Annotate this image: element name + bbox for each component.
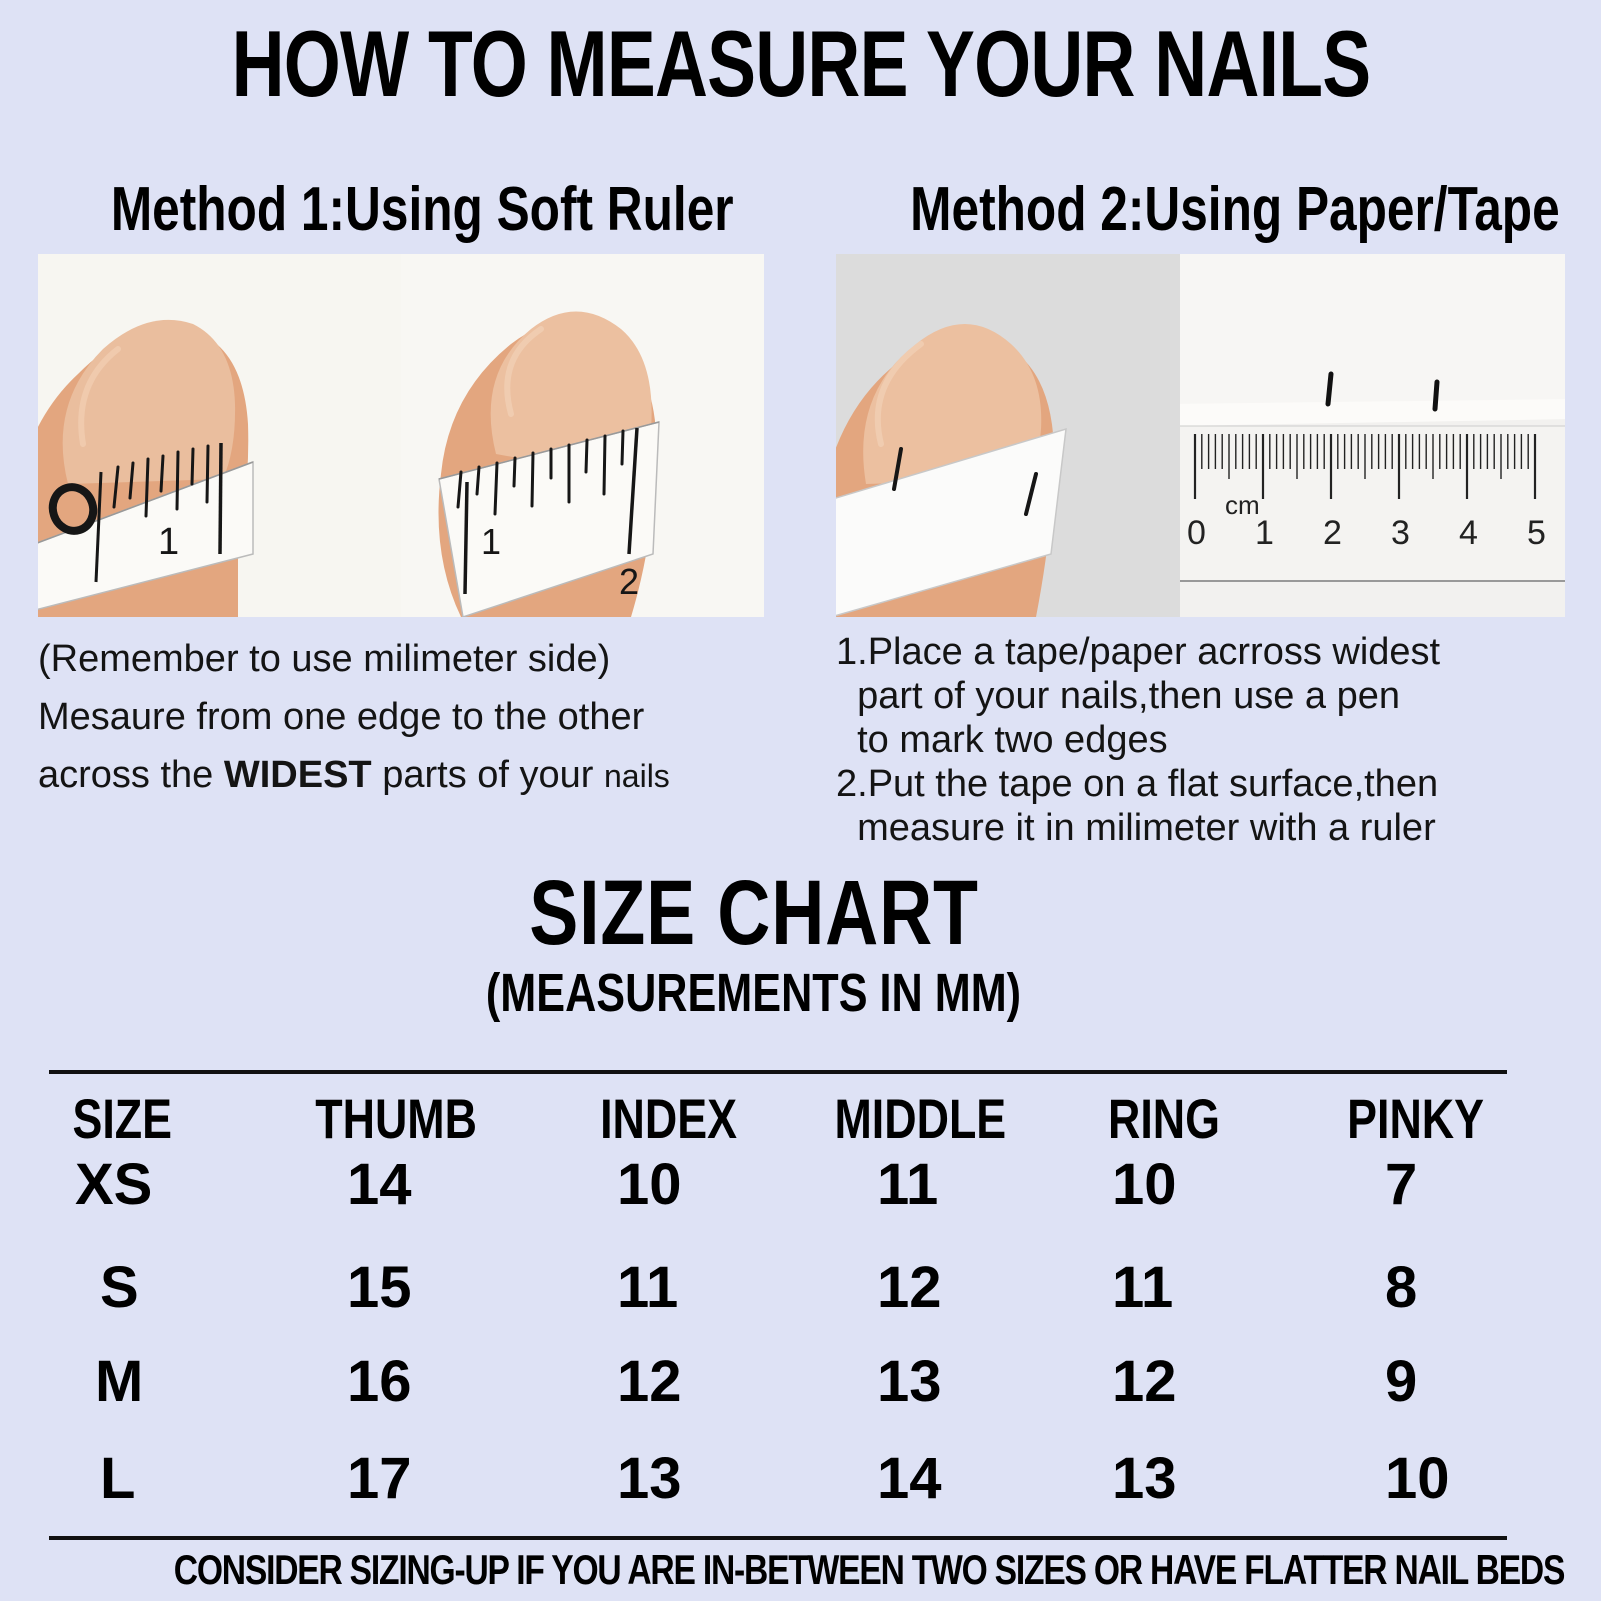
svg-text:1: 1	[481, 521, 501, 562]
svg-text:2: 2	[1323, 514, 1342, 552]
svg-text:cm: cm	[1225, 490, 1260, 520]
svg-text:4: 4	[1459, 514, 1478, 552]
svg-text:1: 1	[158, 521, 179, 563]
svg-text:2: 2	[619, 561, 639, 602]
svg-text:3: 3	[1391, 514, 1410, 552]
svg-text:0: 0	[1187, 514, 1206, 552]
svg-text:5: 5	[1527, 514, 1546, 552]
